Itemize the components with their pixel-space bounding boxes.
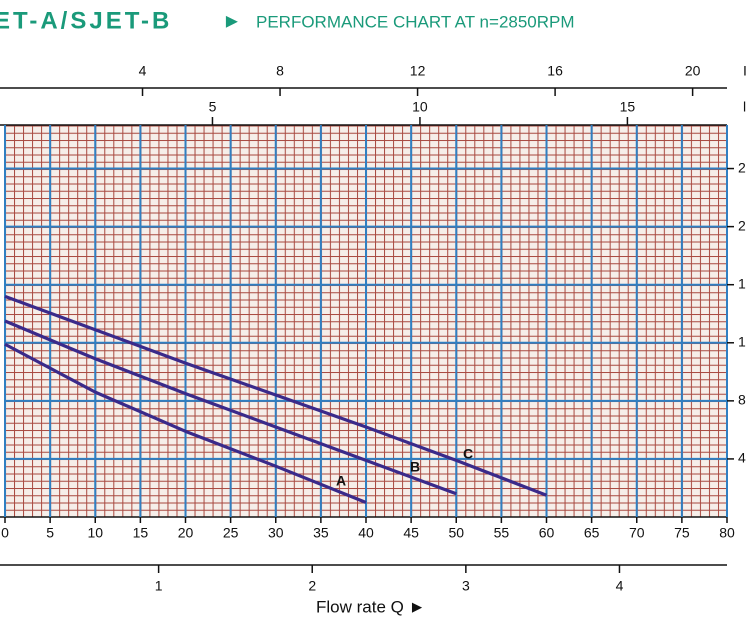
x-tick-label: 1 xyxy=(155,578,163,594)
x-tick-label: 35 xyxy=(313,525,329,541)
x-axis-label: Flow rate Q ► xyxy=(316,597,425,616)
x-tick-label: 8 xyxy=(276,63,284,79)
x-tick-label: 3 xyxy=(462,578,470,594)
curve xyxy=(4,319,457,496)
series-label: B xyxy=(410,459,420,475)
x-tick-label: 0 xyxy=(1,525,9,541)
x-tick-label: 45 xyxy=(403,525,419,541)
x-tick-label: 5 xyxy=(209,99,217,115)
x-tick-label: 55 xyxy=(494,525,510,541)
x-tick-label: 4 xyxy=(139,63,147,79)
y-tick-label: 4 xyxy=(738,450,746,466)
title: ET-A/SJET-B xyxy=(0,7,172,34)
x-tick-label: 5 xyxy=(46,525,54,541)
x-tick-label: 30 xyxy=(268,525,284,541)
x-tick-label: 16 xyxy=(547,63,563,79)
x-tick-label: 15 xyxy=(620,99,636,115)
x-tick-label: 70 xyxy=(629,525,645,541)
series-label: C xyxy=(463,446,473,462)
x-tick-label: 10 xyxy=(412,99,428,115)
y-tick-label: 1 xyxy=(738,275,746,291)
x-tick-label: 50 xyxy=(448,525,464,541)
y-tick-label: 8 xyxy=(738,392,746,408)
x-tick-label: 4 xyxy=(616,578,624,594)
x-tick-label: 80 xyxy=(719,525,735,541)
y-tick-label: 2 xyxy=(738,217,746,233)
x-tick-label: 60 xyxy=(539,525,555,541)
x-tick-label: 75 xyxy=(674,525,690,541)
x-tick-label: 12 xyxy=(410,63,426,79)
y-tick-label: 2 xyxy=(738,159,746,175)
x-tick-label: 10 xyxy=(87,525,103,541)
x-tick-label: 25 xyxy=(223,525,239,541)
x-tick-label: 20 xyxy=(178,525,194,541)
title-arrow: ► xyxy=(222,10,242,32)
x-tick-label: 2 xyxy=(308,578,316,594)
curve xyxy=(4,342,367,504)
subtitle: PERFORMANCE CHART AT n=2850RPM xyxy=(256,12,575,31)
top-axis-unit: l xyxy=(743,99,746,115)
x-tick-label: 65 xyxy=(584,525,600,541)
series-label: A xyxy=(336,473,346,489)
curve xyxy=(4,294,548,497)
x-tick-label: 20 xyxy=(685,63,701,79)
y-tick-label: 1 xyxy=(738,333,746,349)
x-tick-label: 15 xyxy=(133,525,149,541)
top-axis-unit: I xyxy=(743,63,747,79)
x-tick-label: 40 xyxy=(358,525,374,541)
